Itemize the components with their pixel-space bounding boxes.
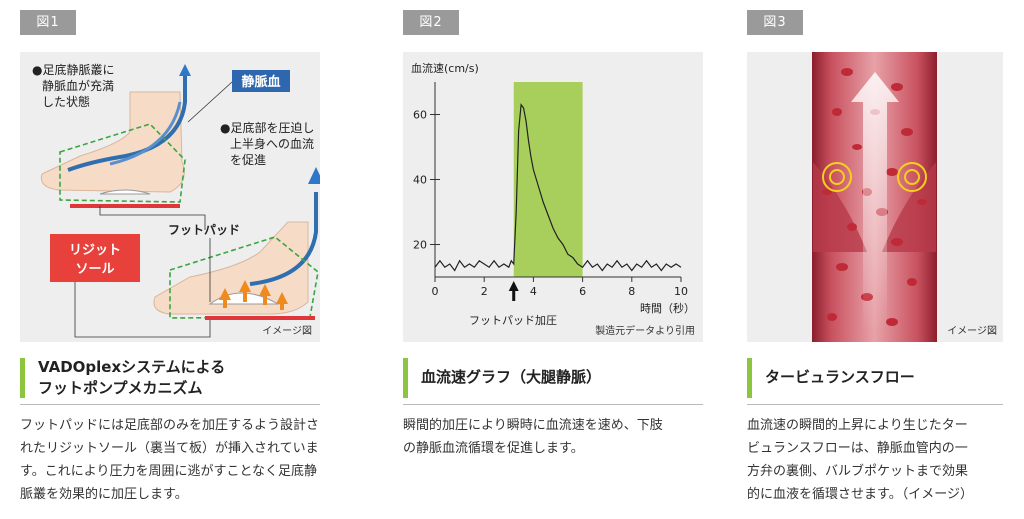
heading-line-2: フットポンプメカニズム	[38, 379, 203, 397]
y-tick-label: 60	[413, 109, 427, 122]
lower-rigid-sole	[205, 316, 315, 320]
y-tick-label: 40	[413, 174, 427, 187]
heading-bar	[20, 358, 25, 398]
svg-text:上半身への血流: 上半身への血流	[230, 136, 314, 151]
y-tick-label: 20	[413, 239, 427, 252]
svg-text:を促進: を促進	[230, 153, 266, 167]
figure-3-tag: 図3	[747, 10, 803, 35]
lower-vein	[249, 192, 318, 286]
x-tick-label: 4	[530, 285, 537, 298]
x-tick-label: 8	[628, 285, 635, 298]
pad-label: フットパッド加圧	[469, 314, 557, 327]
note1: ●足底静脈叢に 静脈血が充満 した状態	[32, 62, 114, 109]
figure-2-panel: 0 2 4 6 8 10 20 40 60 血流速(cm/s) 時間（秒） フットパッド加圧 製…	[403, 52, 703, 342]
lower-dashed-zone	[169, 236, 319, 319]
image-note: イメージ図	[262, 325, 312, 337]
footpad-label: フットパッド	[168, 223, 240, 237]
upper-pad	[99, 189, 151, 195]
body-line: 血流速の瞬間的上昇により生じたター	[747, 418, 968, 433]
rigid-label-2: ソール	[75, 262, 114, 277]
figure-1-tag: 図1	[20, 10, 76, 35]
vein-label-line	[187, 81, 233, 123]
pressure-arrows	[219, 280, 288, 310]
svg-text:した状態: した状態	[42, 94, 90, 109]
figure-3-panel: イメージ図	[747, 52, 1003, 342]
upper-rigid-sole	[70, 204, 180, 208]
flow-beam	[851, 72, 899, 332]
heading-line-1: VADOplexシステムによる	[38, 358, 226, 376]
valve-right	[882, 162, 936, 252]
footpad-leader	[99, 206, 206, 230]
figure-2-heading: 血流速グラフ（大腿静脈）	[403, 354, 703, 405]
vein-label: 静脈血	[241, 74, 280, 90]
figure-1-panel: 静脈血 ●足底静脈叢に 静脈血が充満 した状態	[20, 52, 320, 342]
vein-label-bg	[232, 70, 290, 92]
note2: ●足底部を圧迫し 上半身への血流 を促進	[220, 120, 314, 167]
arrow-shaft	[512, 291, 516, 301]
figure-1-body: フットパッドには足底部のみを加圧するよう設計さ れたリジットソール（裏当て板）が…	[20, 414, 320, 506]
flow-velocity-line	[434, 103, 682, 272]
heading-line: タービュランスフロー	[765, 368, 915, 386]
foot-pump-illustration: 静脈血 ●足底静脈叢に 静脈血が充満 した状態	[32, 62, 320, 338]
heading-bar	[747, 358, 752, 398]
swirl-left-icon	[822, 162, 852, 192]
upper-vein	[67, 72, 187, 172]
svg-text:●足底静脈叢に: ●足底静脈叢に	[32, 62, 114, 77]
heading-line: 血流速グラフ（大腿静脈）	[421, 368, 602, 386]
rigid-leader	[74, 278, 211, 338]
heading-bar	[403, 358, 408, 398]
figure-1-heading: VADOplexシステムによる フットポンプメカニズム	[20, 354, 320, 405]
body-line: ビュランスフローは、静脈血管内の一	[747, 441, 968, 456]
body-line: フットパッドには足底部のみを加圧するよう設計さ	[20, 418, 320, 433]
x-axis-label: 時間（秒）	[640, 301, 695, 315]
rigid-sole-label-bg	[50, 234, 140, 282]
upper-dashed-zone	[59, 123, 186, 203]
image-note: イメージ図	[947, 325, 997, 337]
body-line: 的に血液を循環させます。（イメージ）	[747, 487, 973, 502]
arrow-up-icon	[508, 281, 519, 301]
figure-2-body: 瞬間的加圧により瞬時に血流速を速め、下肢 の静脈血流循環を促進します。	[403, 414, 703, 460]
source-note: 製造元データより引用	[595, 324, 695, 337]
x-tick-label: 2	[481, 285, 488, 298]
body-line: れたリジットソール（裏当て板）が挿入されていま	[20, 441, 319, 456]
blood-flow-chart: 0 2 4 6 8 10 20 40 60 血流速(cm/s) 時間（秒） フットパッド加圧 製…	[411, 61, 695, 337]
body-line: 方弁の裏側、バルブポケットまで効果	[747, 464, 969, 479]
swirl-right-icon	[897, 162, 927, 192]
body-line: す。これにより圧力を周囲に逃がすことなく足底静	[20, 464, 318, 479]
figure-1: 図1 静脈血	[20, 0, 320, 519]
lower-foot	[153, 221, 309, 315]
svg-text:●足底部を圧迫し: ●足底部を圧迫し	[220, 120, 314, 135]
body-line: 瞬間的加圧により瞬時に血流速を速め、下肢	[403, 418, 663, 433]
lower-arrow-icon	[308, 167, 320, 184]
turbulence-illustration: イメージ図	[812, 52, 997, 342]
upper-vein-2	[109, 101, 182, 166]
rigid-label-1: リジット	[69, 243, 121, 258]
arrow-head	[508, 281, 519, 291]
x-tick-label: 10	[674, 285, 688, 298]
upper-arrow-icon	[179, 64, 191, 76]
figure-2-tag: 図2	[403, 10, 459, 35]
figure-3-heading: タービュランスフロー	[747, 354, 1003, 405]
figure-3: 図3	[703, 0, 1003, 519]
figure-3-body: 血流速の瞬間的上昇により生じたター ビュランスフローは、静脈血管内の一 方弁の裏…	[747, 414, 1003, 506]
y-axis-label: 血流速(cm/s)	[411, 61, 479, 75]
x-tick-label: 0	[432, 285, 439, 298]
body-line: の静脈血流循環を促進します。	[403, 441, 584, 456]
svg-text:静脈血が充満: 静脈血が充満	[42, 78, 114, 93]
body-line: 脈叢を効果的に加圧します。	[20, 487, 188, 502]
x-tick-label: 6	[579, 285, 586, 298]
figure-2: 図2 0 2 4 6 8 10 20 40 60 血流速(cm/s) 時間（秒） フットパッド加…	[403, 0, 703, 519]
